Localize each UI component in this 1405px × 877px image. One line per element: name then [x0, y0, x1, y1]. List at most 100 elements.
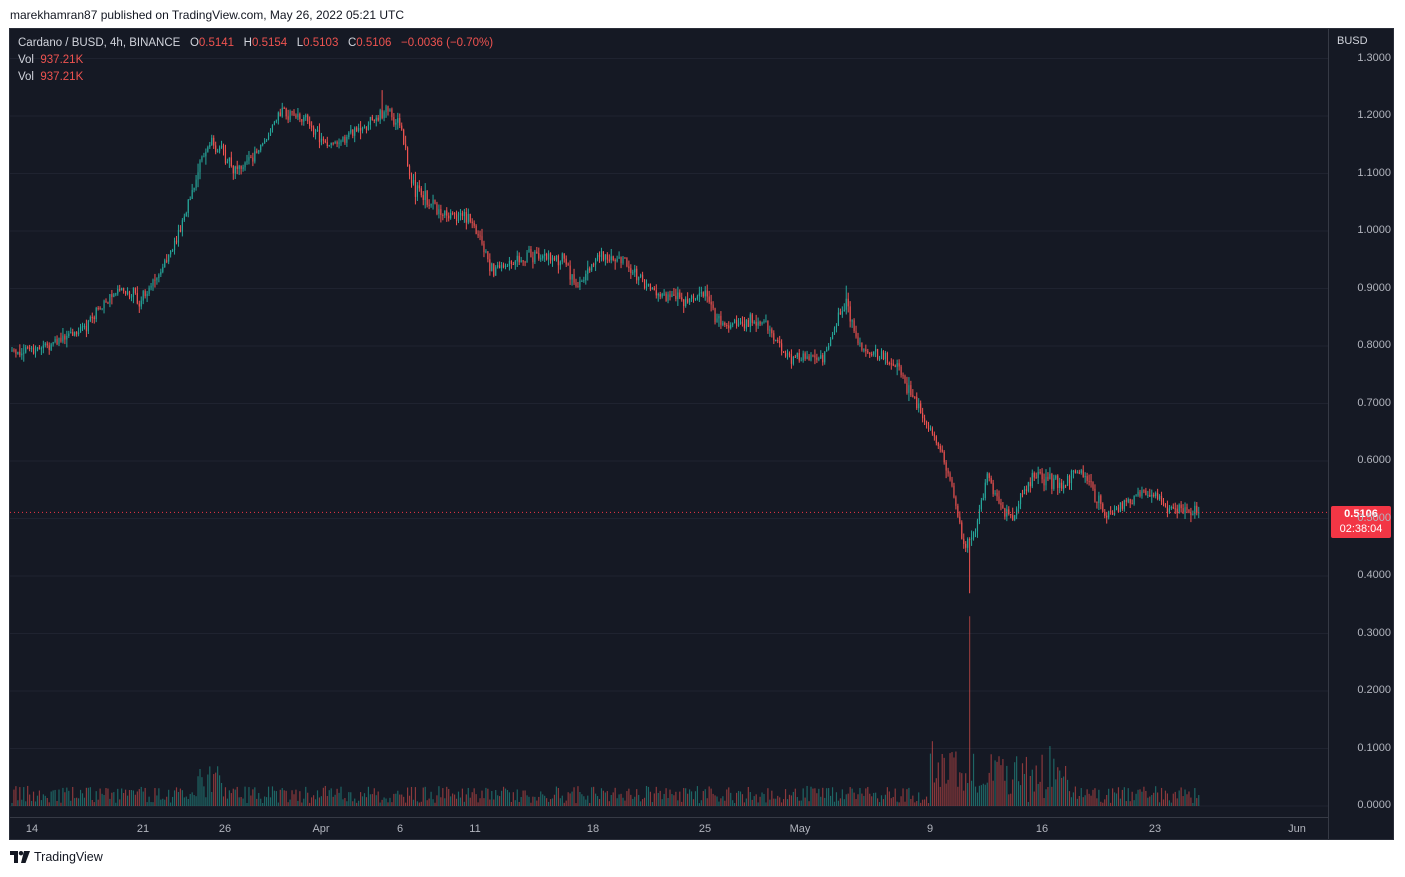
candle-body[interactable]: [594, 259, 597, 265]
candle-body[interactable]: [495, 267, 497, 276]
candle-body[interactable]: [406, 147, 409, 167]
candle-body[interactable]: [761, 322, 763, 325]
candle-body[interactable]: [1123, 500, 1125, 509]
candle-body[interactable]: [806, 356, 808, 359]
candle-body[interactable]: [575, 282, 577, 287]
candle-body[interactable]: [657, 294, 659, 296]
candle-body[interactable]: [910, 385, 912, 396]
candle-body[interactable]: [373, 119, 375, 121]
candle-body[interactable]: [346, 137, 348, 143]
candle-body[interactable]: [410, 175, 413, 184]
candle-body[interactable]: [213, 137, 215, 146]
candle-body[interactable]: [755, 321, 757, 326]
candle-body[interactable]: [853, 320, 855, 332]
candle-body[interactable]: [354, 127, 356, 136]
candle-body[interactable]: [1078, 472, 1080, 474]
candle-body[interactable]: [316, 129, 319, 131]
candle-body[interactable]: [1057, 475, 1059, 488]
candle-body[interactable]: [397, 118, 399, 123]
candle-body[interactable]: [89, 317, 91, 321]
candle-body[interactable]: [724, 322, 726, 326]
candle-body[interactable]: [602, 251, 605, 260]
candle-body[interactable]: [808, 356, 810, 361]
candle-body[interactable]: [886, 352, 888, 363]
candle-body[interactable]: [340, 140, 342, 143]
candle-body[interactable]: [624, 257, 626, 259]
candle-body[interactable]: [549, 253, 552, 261]
candle-body[interactable]: [767, 320, 769, 331]
candle-body[interactable]: [385, 106, 387, 113]
candle-body[interactable]: [579, 281, 581, 288]
candle-body[interactable]: [459, 213, 462, 216]
candle-body[interactable]: [320, 138, 323, 143]
candle-body[interactable]: [99, 308, 101, 310]
candle-body[interactable]: [959, 516, 961, 523]
candle-body[interactable]: [976, 520, 979, 532]
candle-body[interactable]: [916, 396, 918, 409]
candle-body[interactable]: [493, 263, 495, 276]
candle-body[interactable]: [95, 308, 97, 320]
candle-body[interactable]: [753, 321, 755, 323]
candle-body[interactable]: [953, 485, 955, 498]
candle-body[interactable]: [1017, 504, 1020, 509]
candle-body[interactable]: [205, 151, 207, 157]
candle-body[interactable]: [918, 403, 920, 409]
candle-body[interactable]: [610, 256, 612, 261]
candle-body[interactable]: [634, 268, 636, 273]
candle-body[interactable]: [1104, 511, 1106, 516]
candle-body[interactable]: [27, 347, 29, 349]
candle-body[interactable]: [117, 289, 119, 294]
time-axis[interactable]: 14 21 26 Apr 6 11 18 25 May 9 16 23 Jun: [10, 817, 1328, 839]
candle-body[interactable]: [710, 301, 712, 305]
candle-body[interactable]: [1111, 512, 1114, 515]
candle-body[interactable]: [673, 294, 675, 296]
candle-body[interactable]: [119, 289, 121, 291]
candle-body[interactable]: [389, 109, 391, 112]
candle-body[interactable]: [1155, 493, 1157, 497]
candle-body[interactable]: [822, 355, 824, 363]
candle-body[interactable]: [1084, 476, 1086, 478]
candle-body[interactable]: [933, 433, 935, 437]
candle-body[interactable]: [1192, 514, 1194, 516]
candle-body[interactable]: [645, 286, 648, 289]
candle-body[interactable]: [393, 117, 395, 125]
candle-body[interactable]: [679, 292, 681, 298]
candle-body[interactable]: [1061, 482, 1063, 489]
candle-body[interactable]: [826, 349, 828, 352]
candle-body[interactable]: [465, 212, 467, 223]
candle-body[interactable]: [857, 336, 859, 344]
candle-body[interactable]: [156, 278, 158, 281]
candle-body[interactable]: [358, 127, 360, 131]
candle-body[interactable]: [93, 317, 95, 320]
candle-body[interactable]: [1043, 479, 1045, 486]
candle-body[interactable]: [614, 260, 616, 262]
candle-body[interactable]: [1023, 489, 1026, 495]
candle-body[interactable]: [1100, 495, 1102, 504]
candle-body[interactable]: [123, 288, 125, 291]
candle-body[interactable]: [1184, 507, 1186, 513]
candle-body[interactable]: [56, 339, 58, 345]
candle-body[interactable]: [526, 252, 528, 263]
candle-body[interactable]: [228, 157, 230, 162]
candle-body[interactable]: [1188, 509, 1190, 514]
candle-body[interactable]: [616, 258, 618, 262]
candle-body[interactable]: [749, 314, 751, 327]
candle-body[interactable]: [240, 165, 242, 169]
candle-body[interactable]: [1008, 509, 1010, 515]
candle-body[interactable]: [281, 107, 283, 117]
candle-body[interactable]: [675, 295, 677, 299]
candle-body[interactable]: [967, 539, 969, 548]
candle-body[interactable]: [185, 212, 187, 217]
candle-body[interactable]: [279, 112, 281, 117]
candle-body[interactable]: [283, 107, 285, 109]
candle-body[interactable]: [894, 365, 896, 367]
candle-body[interactable]: [522, 260, 524, 262]
candle-body[interactable]: [23, 352, 25, 354]
candle-body[interactable]: [512, 264, 514, 266]
candle-body[interactable]: [230, 157, 232, 167]
candle-body[interactable]: [865, 349, 867, 352]
candle-body[interactable]: [471, 221, 473, 223]
candle-body[interactable]: [1076, 472, 1078, 474]
candle-body[interactable]: [236, 166, 238, 169]
candle-body[interactable]: [1029, 482, 1031, 487]
